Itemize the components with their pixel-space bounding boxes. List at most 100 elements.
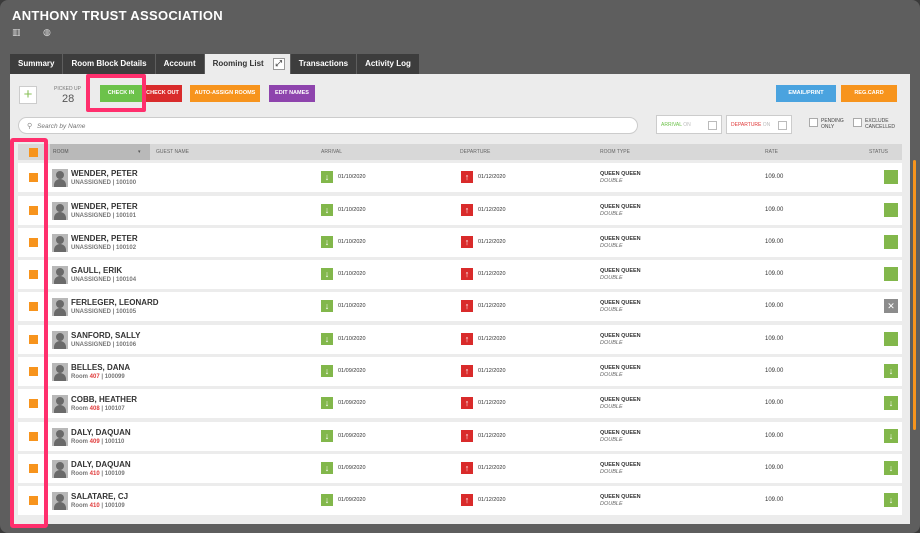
- table-row[interactable]: DALY, DAQUAN Room 410 | 100109 ↓ 01/09/2…: [18, 453, 902, 483]
- column-departure[interactable]: DEPARTURE: [460, 149, 491, 155]
- guest-name[interactable]: WENDER, PETER: [71, 201, 138, 211]
- email-print-button[interactable]: EMAIL/PRINT: [776, 85, 836, 102]
- room-type-sub: DOUBLE: [600, 468, 623, 475]
- guest-name[interactable]: WENDER, PETER: [71, 233, 138, 243]
- avatar: [52, 427, 68, 446]
- departure-filter[interactable]: DEPARTURE ON: [726, 115, 792, 134]
- table-row[interactable]: FERLEGER, LEONARD UNASSIGNED | 100105 ↓ …: [18, 292, 902, 322]
- guest-name[interactable]: COBB, HEATHER: [71, 395, 138, 405]
- room-type-sub: DOUBLE: [600, 404, 623, 411]
- room-type-name: QUEEN QUEEN: [600, 429, 641, 436]
- column-arrival[interactable]: ARRIVAL: [321, 149, 343, 155]
- tab-activity-log[interactable]: Activity Log: [357, 54, 419, 74]
- room-info: Room 407 | 100099: [71, 374, 125, 381]
- row-checkbox[interactable]: [29, 237, 38, 247]
- calendar-icon[interactable]: [778, 121, 787, 130]
- arrival-arrow-icon: ↓: [321, 365, 333, 378]
- row-checkbox[interactable]: [29, 302, 38, 312]
- confirmation-number: 100107: [104, 406, 125, 413]
- guest-name[interactable]: DALY, DAQUAN: [71, 459, 131, 469]
- guest-name[interactable]: WENDER, PETER: [71, 169, 138, 179]
- arrival-filter[interactable]: ARRIVAL ON: [656, 115, 722, 134]
- departure-date: 01/12/2020: [478, 400, 506, 407]
- building-icon[interactable]: ▥: [12, 27, 21, 37]
- departure-date: 01/12/2020: [478, 206, 506, 213]
- row-checkbox[interactable]: [29, 205, 38, 215]
- room-type-sub: DOUBLE: [600, 501, 623, 508]
- room-type-name: QUEEN QUEEN: [600, 365, 641, 372]
- status-cancelled-icon[interactable]: ✕: [884, 299, 898, 314]
- pending-only-option[interactable]: PENDING ONLY: [809, 118, 851, 130]
- row-checkbox[interactable]: [29, 270, 38, 280]
- table-row[interactable]: BELLES, DANA Room 407 | 100099 ↓ 01/09/2…: [18, 357, 902, 387]
- row-checkbox[interactable]: [29, 496, 38, 506]
- row-checkbox[interactable]: [29, 431, 38, 441]
- guest-name[interactable]: BELLES, DANA: [71, 363, 131, 373]
- column-room-type[interactable]: ROOM TYPE: [600, 149, 630, 155]
- expand-icon[interactable]: ⤢: [272, 58, 285, 70]
- status-ok-badge[interactable]: [884, 331, 898, 346]
- status-ok-badge[interactable]: [884, 202, 898, 217]
- row-checkbox[interactable]: [29, 463, 38, 473]
- guest-name[interactable]: GAULL, ERIK: [71, 266, 123, 276]
- table-row[interactable]: GAULL, ERIK UNASSIGNED | 100104 ↓ 01/10/…: [18, 260, 902, 290]
- table-row[interactable]: COBB, HEATHER Room 408 | 100107 ↓ 01/09/…: [18, 389, 902, 419]
- tab-rooming-list[interactable]: Rooming List ⤢: [204, 54, 290, 74]
- table-row[interactable]: DALY, DAQUAN Room 409 | 100110 ↓ 01/09/2…: [18, 421, 902, 451]
- row-checkbox[interactable]: [29, 399, 38, 409]
- column-rate[interactable]: RATE: [765, 149, 778, 155]
- table-row[interactable]: SALATARE, CJ Room 410 | 100109 ↓ 01/09/2…: [18, 486, 902, 516]
- table-row[interactable]: WENDER, PETER UNASSIGNED | 100100 ↓ 01/1…: [18, 163, 902, 193]
- reg-card-button[interactable]: REG.CARD: [841, 85, 897, 102]
- exclude-cancelled-option[interactable]: EXCLUDE CANCELLED: [853, 118, 905, 130]
- check-out-button[interactable]: CHECK OUT: [143, 85, 182, 102]
- status-ok-badge[interactable]: [884, 267, 898, 282]
- edit-names-button[interactable]: EDIT NAMES: [269, 85, 315, 102]
- guest-name[interactable]: FERLEGER, LEONARD: [71, 298, 159, 308]
- auto-assign-rooms-button[interactable]: AUTO-ASSIGN ROOMS: [190, 85, 260, 102]
- guest-name[interactable]: SANFORD, SALLY: [71, 330, 141, 340]
- arrival-arrow-icon: ↓: [321, 300, 333, 313]
- scrollbar[interactable]: [913, 160, 916, 430]
- rate: 109.00: [765, 174, 784, 181]
- row-checkbox[interactable]: [29, 367, 38, 377]
- select-all-checkbox[interactable]: [29, 148, 38, 157]
- table-row[interactable]: WENDER, PETER UNASSIGNED | 100101 ↓ 01/1…: [18, 195, 902, 225]
- exclude-cancelled-checkbox[interactable]: [853, 118, 862, 127]
- status-arrival-icon[interactable]: ↓: [884, 396, 898, 411]
- status-arrival-icon[interactable]: ↓: [884, 460, 898, 475]
- table-row[interactable]: WENDER, PETER UNASSIGNED | 100102 ↓ 01/1…: [18, 227, 902, 257]
- add-button[interactable]: +: [19, 86, 37, 104]
- room-type-name: QUEEN QUEEN: [600, 268, 641, 275]
- table-row[interactable]: SANFORD, SALLY UNASSIGNED | 100106 ↓ 01/…: [18, 324, 902, 354]
- status-arrival-icon[interactable]: ↓: [884, 364, 898, 379]
- tab-account[interactable]: Account: [155, 54, 204, 74]
- search-input[interactable]: [37, 120, 617, 132]
- column-room[interactable]: ROOM ▾: [50, 144, 150, 160]
- status-arrival-icon[interactable]: ↓: [884, 493, 898, 508]
- column-status[interactable]: STATUS: [869, 149, 888, 155]
- tab-room-block-details[interactable]: Room Block Details: [63, 54, 155, 74]
- guest-name[interactable]: SALATARE, CJ: [71, 492, 129, 502]
- confirmation-number: 100102: [116, 244, 137, 251]
- check-in-button[interactable]: CHECK IN: [100, 85, 142, 102]
- guest-name[interactable]: DALY, DAQUAN: [71, 427, 131, 437]
- globe-icon[interactable]: ◍: [43, 27, 51, 37]
- calendar-icon[interactable]: [708, 121, 717, 130]
- arrival-arrow-icon: ↓: [321, 397, 333, 410]
- row-checkbox[interactable]: [29, 334, 38, 344]
- tab-summary[interactable]: Summary: [10, 54, 63, 74]
- status-arrival-icon[interactable]: ↓: [884, 428, 898, 443]
- column-guest-name[interactable]: GUEST NAME: [156, 149, 189, 155]
- status-ok-badge[interactable]: [884, 170, 898, 185]
- room-info: Room 409 | 100110: [71, 438, 125, 445]
- departure-arrow-icon: ↑: [461, 429, 473, 442]
- departure-date: 01/12/2020: [478, 497, 506, 504]
- status-ok-badge[interactable]: [884, 234, 898, 249]
- departure-date: 01/12/2020: [478, 303, 506, 310]
- pending-only-checkbox[interactable]: [809, 118, 818, 127]
- tab-transactions[interactable]: Transactions: [290, 54, 357, 74]
- row-checkbox[interactable]: [29, 173, 38, 183]
- room-info: Room 410 | 100109: [71, 503, 125, 510]
- room-type: QUEEN QUEEN DOUBLE: [600, 333, 641, 347]
